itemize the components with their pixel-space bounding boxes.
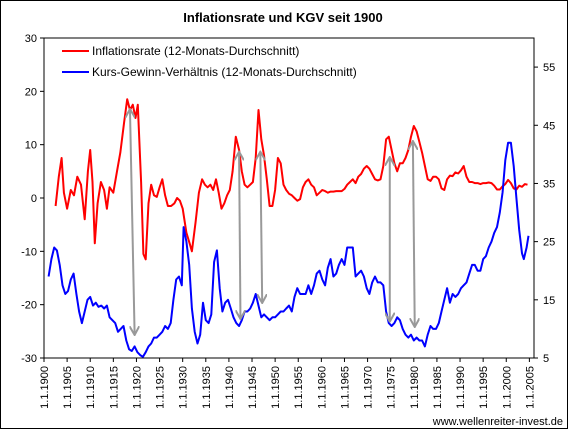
x-tick-label: 1.1.1935 xyxy=(201,366,213,409)
double-arrow xyxy=(260,153,262,302)
right-y-tick-label: 5 xyxy=(543,353,549,365)
left-y-tick-label: 0 xyxy=(31,193,37,205)
left-y-axis: -30 -20 -10 0 10 20 30 xyxy=(21,33,44,365)
left-y-tick-label: 20 xyxy=(25,86,37,98)
x-tick-label: 1.1.1950 xyxy=(270,366,282,409)
x-tick-label: 1.1.1945 xyxy=(247,366,259,409)
right-y-tick-label: 55 xyxy=(543,62,555,74)
double-arrow xyxy=(239,153,240,318)
right-y-tick-label: 35 xyxy=(543,178,555,190)
x-tick-label: 1.1.1940 xyxy=(224,366,236,409)
left-y-tick-label: -20 xyxy=(21,300,37,312)
source-credit: www.wellenreiter-invest.de xyxy=(432,416,563,428)
right-y-tick-label: 15 xyxy=(543,295,555,307)
series-layer xyxy=(47,98,530,358)
series-kgv-line xyxy=(47,141,530,358)
x-tick-label: 1.1.1930 xyxy=(178,366,190,409)
x-tick-label: 1.1.1990 xyxy=(455,366,467,409)
right-y-tick-label: 25 xyxy=(543,237,555,249)
x-tick-label: 1.1.1995 xyxy=(478,366,490,409)
right-y-axis: 5 15 25 35 45 55 xyxy=(534,62,555,365)
x-tick-label: 1.1.2000 xyxy=(501,366,513,409)
x-tick-label: 1.1.1970 xyxy=(363,366,375,409)
legend-label-kgv: Kurs-Gewinn-Verhältnis (12-Monats-Durchs… xyxy=(92,65,357,79)
left-y-tick-label: 10 xyxy=(25,140,37,152)
x-tick-label: 1.1.1925 xyxy=(155,366,167,409)
left-y-tick-label: -30 xyxy=(21,353,37,365)
double-arrow xyxy=(130,110,135,334)
series-inflation-line xyxy=(54,98,528,261)
plot-area xyxy=(43,37,535,359)
chart-title: Inflationsrate und KGV seit 1900 xyxy=(183,10,382,25)
x-tick-label: 1.1.1965 xyxy=(339,366,351,409)
annotation-arrows xyxy=(130,110,415,334)
x-tick-label: 1.1.1960 xyxy=(316,366,328,409)
x-tick-label: 1.1.1910 xyxy=(85,366,97,409)
x-tick-label: 1.1.1975 xyxy=(386,366,398,409)
legend-label-inflation: Inflationsrate (12-Monats-Durchschnitt) xyxy=(92,44,299,58)
x-axis: 1.1.1900 1.1.1905 1.1.1910 1.1.1915 1.1.1920… xyxy=(39,358,536,409)
right-y-tick-label: 45 xyxy=(543,120,555,132)
x-tick-label: 1.1.1905 xyxy=(62,366,74,409)
x-tick-label: 1.1.1920 xyxy=(131,366,143,409)
left-y-tick-label: -10 xyxy=(21,246,37,258)
x-tick-label: 1.1.1915 xyxy=(108,366,120,409)
legend: Inflationsrate (12-Monats-Durchschnitt) … xyxy=(62,44,357,79)
left-y-tick-label: 30 xyxy=(25,33,37,45)
x-tick-label: 1.1.1900 xyxy=(39,366,51,409)
x-tick-label: 1.1.1955 xyxy=(293,366,305,409)
x-tick-label: 1.1.2005 xyxy=(524,366,536,409)
x-tick-label: 1.1.1980 xyxy=(409,366,421,409)
x-tick-label: 1.1.1985 xyxy=(432,366,444,409)
double-arrow xyxy=(413,142,415,326)
